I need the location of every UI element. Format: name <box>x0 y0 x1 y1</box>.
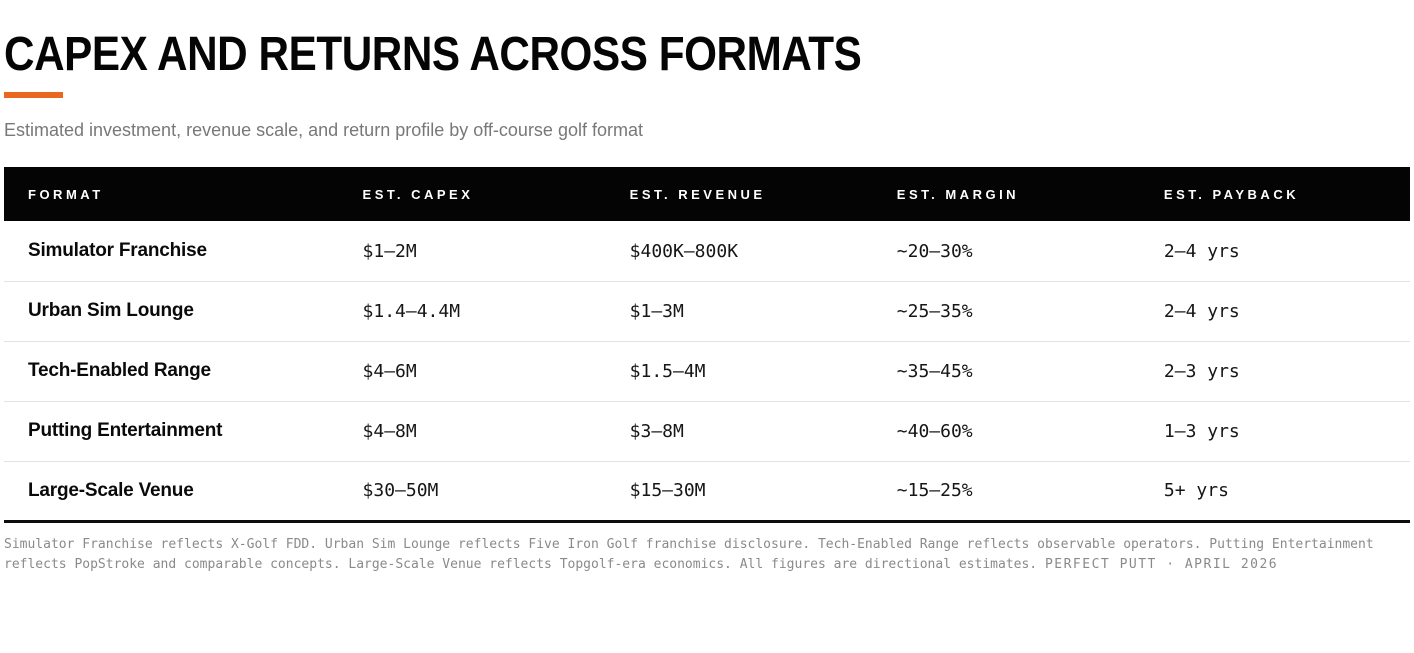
cell-format: Simulator Franchise <box>28 240 207 262</box>
footnote-attribution: PERFECT PUTT · APRIL 2026 <box>1044 556 1279 572</box>
cell-capex: $30—50M <box>362 480 439 502</box>
cell-format: Large-Scale Venue <box>28 479 194 501</box>
cell-capex: $1—2M <box>362 240 417 262</box>
cell-format: Urban Sim Lounge <box>28 300 194 322</box>
column-header-revenue: EST. REVENUE <box>629 167 897 222</box>
table-row: Simulator Franchise $1—2M $400K—800K ~20… <box>4 221 1410 281</box>
table-row: Putting Entertainment $4—8M $3—8M ~40—60… <box>4 401 1410 461</box>
table-row: Urban Sim Lounge $1.4—4.4M $1—3M ~25—35%… <box>4 281 1410 341</box>
cell-margin: ~40—60% <box>896 420 973 442</box>
cell-payback: 1—3 yrs <box>1163 420 1240 442</box>
cell-payback: 2—4 yrs <box>1163 300 1240 322</box>
accent-bar <box>4 92 63 99</box>
cell-capex: $1.4—4.4M <box>362 300 461 322</box>
footnote-text: Simulator Franchise reflects X-Golf FDD.… <box>4 536 1374 572</box>
column-header-payback: EST. PAYBACK <box>1163 167 1410 222</box>
cell-margin: ~35—45% <box>896 360 973 382</box>
table-header: FORMAT EST. CAPEX EST. REVENUE EST. MARG… <box>4 167 1410 222</box>
table-row: Tech-Enabled Range $4—6M $1.5—4M ~35—45%… <box>4 341 1410 401</box>
cell-revenue: $400K—800K <box>629 240 739 262</box>
cell-capex: $4—6M <box>362 360 417 382</box>
cell-margin: ~25—35% <box>896 300 973 322</box>
page-title: CAPEX AND RETURNS ACROSS FORMATS <box>4 28 1410 81</box>
cell-revenue: $1—3M <box>629 300 684 322</box>
column-header-margin: EST. MARGIN <box>896 167 1164 222</box>
table-body: Simulator Franchise $1—2M $400K—800K ~20… <box>4 221 1410 521</box>
page-title-text: CAPEX AND RETURNS ACROSS FORMATS <box>4 28 862 81</box>
cell-revenue: $1.5—4M <box>629 360 706 382</box>
page-subtitle: Estimated investment, revenue scale, and… <box>4 120 643 141</box>
cell-payback: 5+ yrs <box>1163 480 1229 502</box>
cell-payback: 2—3 yrs <box>1163 360 1240 382</box>
cell-revenue: $15—30M <box>629 480 706 502</box>
table-row: Large-Scale Venue $30—50M $15—30M ~15—25… <box>4 461 1410 521</box>
cell-revenue: $3—8M <box>629 420 684 442</box>
cell-margin: ~15—25% <box>896 480 973 502</box>
table-header-row: FORMAT EST. CAPEX EST. REVENUE EST. MARG… <box>4 167 1410 222</box>
footnote: Simulator Franchise reflects X-Golf FDD.… <box>4 535 1410 575</box>
column-header-format: FORMAT <box>4 167 363 222</box>
cell-margin: ~20—30% <box>896 240 973 262</box>
cell-format: Tech-Enabled Range <box>28 360 211 382</box>
cell-capex: $4—8M <box>362 420 417 442</box>
cell-format: Putting Entertainment <box>28 420 223 442</box>
capex-returns-table: FORMAT EST. CAPEX EST. REVENUE EST. MARG… <box>4 167 1410 523</box>
column-header-capex: EST. CAPEX <box>362 167 630 222</box>
cell-payback: 2—4 yrs <box>1163 240 1240 262</box>
